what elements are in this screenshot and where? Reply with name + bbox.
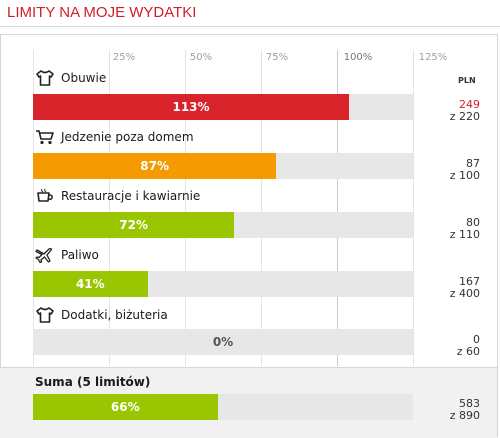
spent-amount: 249: [459, 98, 480, 111]
limit-percent: 0%: [212, 335, 234, 349]
spent-amount: 80: [466, 216, 480, 229]
gridline-25: [109, 50, 110, 366]
gridline-75: [261, 50, 262, 366]
spent-amount: 87: [466, 157, 480, 170]
limit-bar-fill: [33, 153, 277, 179]
shopping-cart-icon: [35, 129, 55, 145]
gridline-100: [337, 50, 338, 366]
page-title: LIMITY NA MOJE WYDATKI: [7, 4, 197, 21]
summary-amount: 583 z 890: [450, 398, 480, 422]
limit-amount: 249 z 220: [450, 99, 480, 123]
limit-row-label: Restauracje i kawiarnie: [35, 188, 200, 204]
tshirt-icon: [35, 70, 55, 86]
limit-row-label: Paliwo: [35, 247, 99, 264]
tick-100: 100%: [343, 52, 373, 63]
limit-row-label: Obuwie: [35, 70, 106, 86]
coffee-cup-icon: [35, 188, 55, 204]
summary-bar-fill: [33, 394, 218, 420]
limit-bar-track[interactable]: 0%: [33, 329, 413, 355]
panel-left-edge: [0, 34, 1, 437]
limit-percent: 41%: [75, 277, 105, 291]
limit-percent: 87%: [140, 159, 170, 173]
summary-percent: 66%: [110, 400, 140, 414]
limit-name: Jedzenie poza domem: [61, 130, 194, 144]
limit-percent: 72%: [119, 218, 149, 232]
limit-total: z 100: [449, 169, 480, 182]
limit-bar-track[interactable]: 41%: [33, 271, 413, 297]
tshirt-icon: [35, 307, 55, 323]
limit-amount: 0 z 60: [457, 334, 480, 358]
gridline-50: [185, 50, 186, 366]
spent-amount: 167: [459, 275, 480, 288]
gridline-0: [33, 50, 34, 366]
limit-row-label: Jedzenie poza domem: [35, 129, 194, 145]
limit-amount: 167 z 400: [450, 276, 480, 300]
tick-75: 75%: [265, 52, 289, 63]
tick-50: 50%: [189, 52, 213, 63]
airplane-icon: [35, 247, 55, 264]
summary-bar-track[interactable]: 66%: [33, 394, 413, 420]
limit-name: Obuwie: [61, 71, 107, 85]
gridline-125: [413, 50, 414, 366]
tick-25: 25%: [112, 52, 136, 63]
limit-name: Dodatki, biżuteria: [61, 308, 168, 322]
limit-name: Paliwo: [61, 248, 99, 262]
limit-bar-track[interactable]: 72%: [33, 212, 413, 238]
limit-bar-track[interactable]: 113%: [33, 94, 413, 120]
currency-label: PLN: [458, 76, 476, 85]
summary-limit: z 890: [449, 409, 480, 422]
title-divider: [0, 26, 500, 27]
limit-bar-fill: [33, 94, 350, 120]
limit-bar-fill: [33, 212, 235, 238]
limit-bar-fill: [33, 271, 148, 297]
summary-label: Suma (5 limitów): [35, 375, 151, 389]
spent-amount: 0: [473, 333, 480, 346]
summary-spent: 583: [459, 397, 480, 410]
limit-name: Restauracje i kawiarnie: [61, 189, 201, 203]
limit-row-label: Dodatki, biżuteria: [35, 307, 168, 323]
tick-125: 125%: [418, 52, 448, 63]
limit-total: z 400: [449, 287, 480, 300]
limit-percent: 113%: [172, 100, 210, 114]
limit-total: z 60: [456, 345, 480, 358]
limit-bar-track[interactable]: 87%: [33, 153, 413, 179]
limit-total: z 110: [449, 228, 480, 241]
limit-amount: 87 z 100: [450, 158, 480, 182]
limit-amount: 80 z 110: [450, 217, 480, 241]
limit-total: z 220: [449, 110, 480, 123]
